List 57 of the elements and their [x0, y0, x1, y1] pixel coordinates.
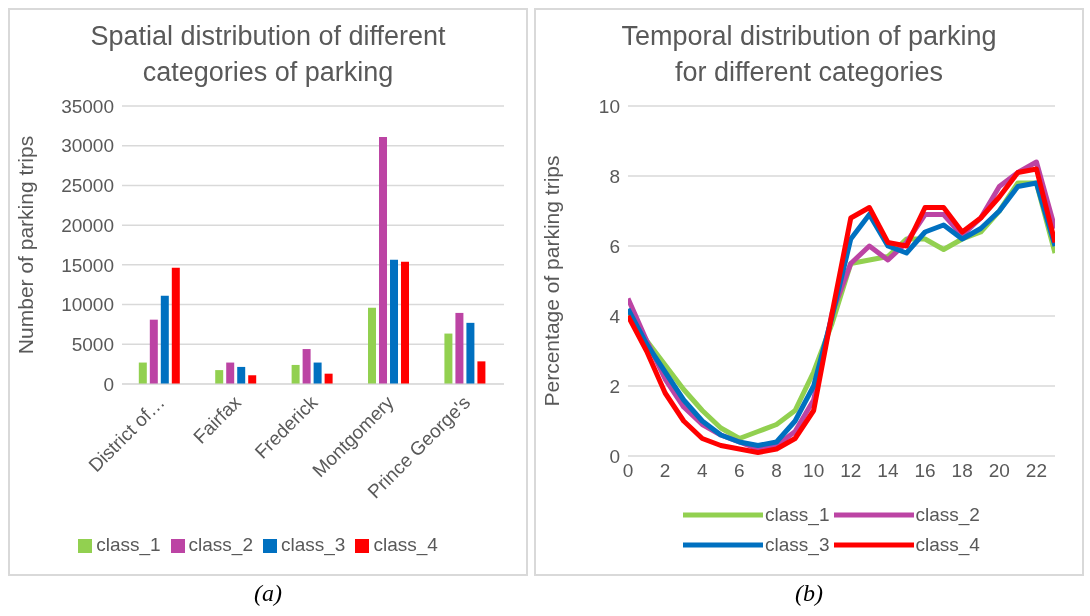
bar — [226, 362, 235, 384]
x-tick-label: 14 — [877, 460, 899, 482]
legend-label: class_2 — [188, 534, 253, 555]
y-tick-label: 10000 — [61, 294, 114, 316]
bar — [368, 307, 377, 384]
y-tick-label: 10 — [598, 95, 620, 117]
x-tick-label: 6 — [734, 460, 745, 482]
bar — [138, 362, 147, 384]
x-tick-label: 2 — [659, 460, 671, 482]
legend-label: class_4 — [915, 534, 980, 556]
bar — [160, 295, 169, 384]
x-tick-label: 20 — [988, 460, 1010, 482]
x-tick-label: 8 — [771, 460, 782, 482]
bar — [477, 361, 486, 384]
text: (b) — [795, 580, 823, 607]
legend-label: class_3 — [765, 534, 830, 556]
bar — [401, 261, 410, 384]
bar — [291, 364, 300, 384]
legend-label: class_1 — [765, 504, 830, 526]
bar — [455, 312, 464, 384]
x-tick-label: 10 — [803, 460, 825, 482]
bar — [248, 375, 257, 384]
y-tick-label: 5000 — [71, 334, 114, 356]
bar — [390, 259, 399, 384]
bar — [379, 136, 388, 384]
y-tick-label: 4 — [609, 305, 621, 327]
y-tick-label: 6 — [609, 235, 620, 257]
y-tick-label: 0 — [103, 373, 114, 395]
y-tick-label: 20000 — [61, 214, 114, 236]
bar — [149, 319, 158, 384]
bar — [466, 322, 475, 384]
y-tick-label: 15000 — [61, 254, 114, 276]
chart-title: Spatial distribution of different categories of parking — [89, 20, 447, 89]
bar — [215, 370, 224, 384]
bar — [444, 333, 453, 384]
chart-title: Temporal distribution of parking for different categories — [620, 20, 998, 89]
bar — [237, 366, 246, 384]
y-tick-label: 2 — [609, 375, 620, 397]
legend-label: class_4 — [373, 534, 438, 555]
x-tick-label: 12 — [840, 460, 862, 482]
x-tick-label: 18 — [951, 460, 973, 482]
text: (a) — [254, 580, 282, 607]
bar — [313, 362, 322, 384]
legend-label: class_1 — [96, 534, 161, 555]
y-tick-label: 30000 — [61, 135, 114, 157]
bar — [302, 349, 311, 384]
legend-label: class_3 — [281, 534, 346, 555]
y-tick-label: 25000 — [61, 175, 114, 197]
legend-label: class_2 — [915, 504, 980, 526]
y-tick-label: 8 — [609, 165, 620, 187]
x-tick-label: 22 — [1025, 460, 1048, 482]
y-tick-label: 35000 — [61, 95, 114, 117]
y-axis-title: Number of parking trips — [14, 135, 38, 355]
y-axis-title: Percentage of parking trips — [540, 155, 564, 407]
x-tick-label: 16 — [914, 460, 936, 482]
bar — [171, 267, 180, 384]
x-tick-label: 4 — [696, 460, 708, 482]
